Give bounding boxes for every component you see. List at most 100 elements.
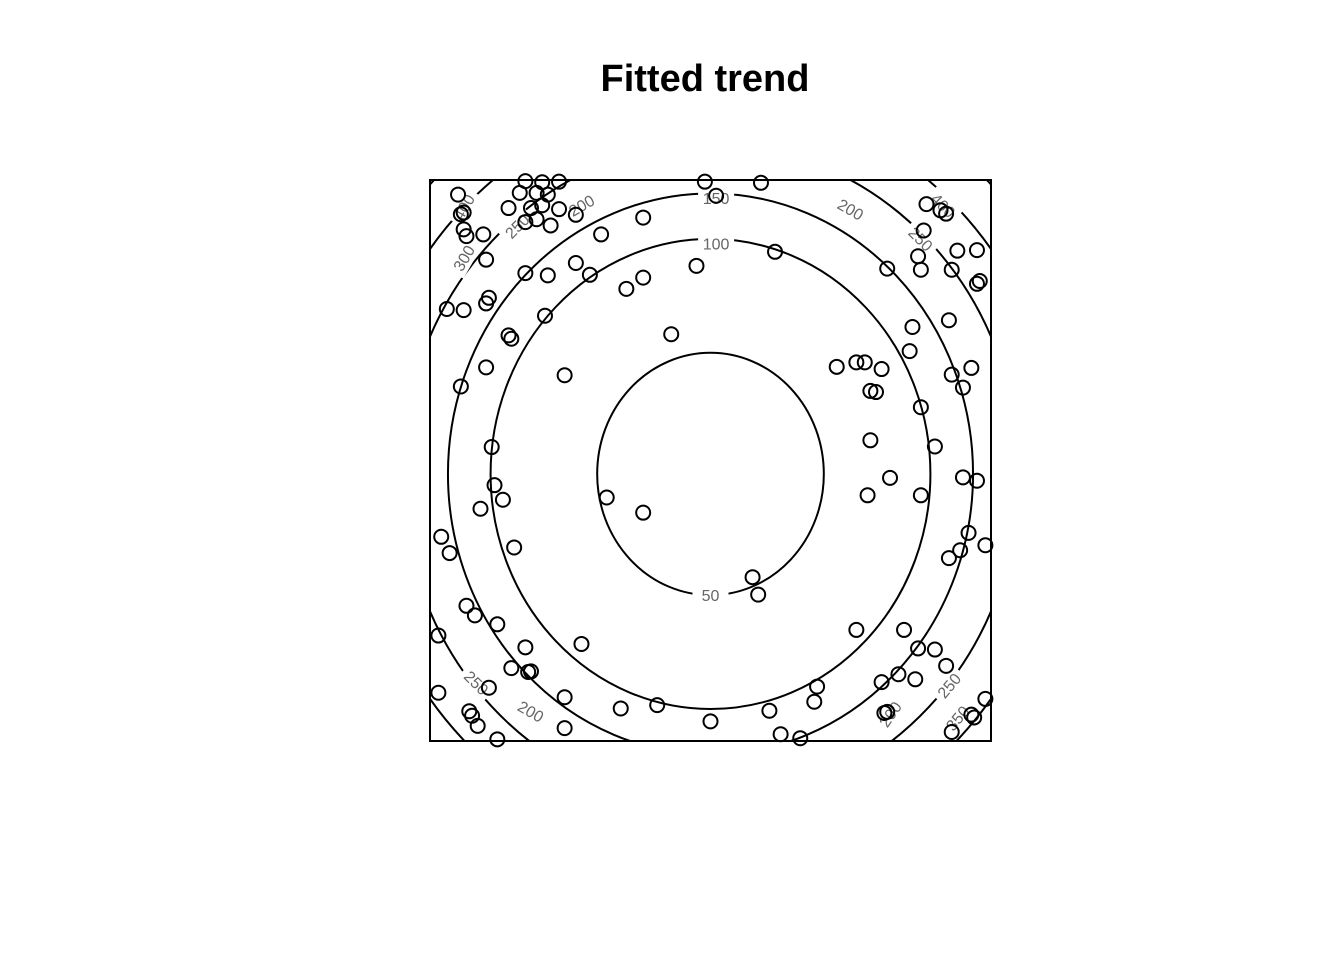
data-point — [912, 261, 929, 278]
contour-label: 150 — [703, 191, 730, 208]
contour-label-background — [929, 665, 969, 706]
data-point — [952, 542, 969, 559]
data-point — [478, 359, 495, 376]
data-point — [486, 477, 503, 494]
contour-label: 50 — [702, 588, 720, 605]
data-point — [430, 627, 447, 644]
data-point — [910, 640, 927, 657]
data-point — [489, 731, 506, 748]
data-point — [859, 487, 876, 504]
data-point — [867, 384, 884, 401]
data-point — [862, 382, 879, 399]
data-point — [761, 702, 778, 719]
data-point — [489, 616, 506, 633]
contour-line — [189, 0, 1232, 960]
data-point — [556, 367, 573, 384]
data-point — [688, 257, 705, 274]
data-point — [809, 678, 826, 695]
data-point — [966, 709, 983, 726]
data-point — [968, 472, 985, 489]
contour-line — [489, 237, 932, 711]
data-point — [472, 500, 489, 517]
data-point — [806, 693, 823, 710]
contour-label-background — [445, 237, 482, 279]
contour-label-background — [938, 697, 977, 739]
data-point — [963, 359, 980, 376]
data-point — [517, 639, 534, 656]
data-point — [598, 489, 615, 506]
data-point — [539, 267, 556, 284]
data-point — [926, 641, 943, 658]
data-point — [452, 206, 469, 223]
data-point — [977, 690, 994, 707]
contour-line — [596, 351, 825, 597]
data-point — [696, 173, 713, 190]
data-point — [433, 528, 450, 545]
data-point — [744, 569, 761, 586]
data-point — [494, 491, 511, 508]
data-point — [879, 260, 896, 277]
data-point — [635, 269, 652, 286]
data-point — [618, 280, 635, 297]
data-point — [968, 275, 985, 292]
data-point — [441, 545, 458, 562]
data-point — [772, 726, 789, 743]
data-point — [500, 327, 517, 344]
data-point — [503, 330, 520, 347]
data-point — [904, 318, 921, 335]
data-point — [556, 720, 573, 737]
data-point — [882, 469, 899, 486]
data-point — [475, 226, 492, 243]
data-point — [534, 197, 551, 214]
contour-label-background — [698, 187, 735, 208]
data-point — [430, 684, 447, 701]
data-point — [873, 674, 890, 691]
data-point — [752, 174, 769, 191]
contour-line — [430, 180, 991, 187]
data-point — [848, 354, 865, 371]
data-point — [954, 469, 971, 486]
contour-line — [219, 0, 1202, 960]
data-point — [926, 438, 943, 455]
data-point — [918, 196, 935, 213]
contour-lines — [189, 0, 1232, 960]
data-point — [466, 607, 483, 624]
data-point — [943, 261, 960, 278]
data-point — [971, 272, 988, 289]
contour-line — [284, 18, 1137, 929]
data-point — [943, 724, 960, 741]
data-point — [915, 222, 932, 239]
data-point — [522, 663, 539, 680]
data-point — [593, 226, 610, 243]
data-point — [960, 524, 977, 541]
data-point — [635, 504, 652, 521]
contour-label-background — [871, 693, 909, 735]
contour-label-background — [510, 693, 552, 729]
data-point — [912, 399, 929, 416]
data-point — [940, 550, 957, 567]
data-point — [938, 657, 955, 674]
data-point — [522, 200, 539, 217]
plot-frame — [429, 179, 992, 742]
data-point — [478, 295, 495, 312]
data-point — [938, 205, 955, 222]
data-point — [943, 366, 960, 383]
data-point — [767, 243, 784, 260]
contour-line — [250, 0, 1170, 960]
data-point — [567, 255, 584, 272]
data-point — [828, 358, 845, 375]
data-point — [901, 343, 918, 360]
data-point — [455, 204, 472, 221]
data-point — [537, 307, 554, 324]
data-point — [702, 713, 719, 730]
data-point — [500, 200, 517, 217]
data-point — [517, 214, 534, 231]
data-point — [556, 689, 573, 706]
data-point — [551, 201, 568, 218]
data-point — [551, 173, 568, 190]
data-point — [862, 432, 879, 449]
data-point — [848, 621, 865, 638]
data-point — [954, 379, 971, 396]
